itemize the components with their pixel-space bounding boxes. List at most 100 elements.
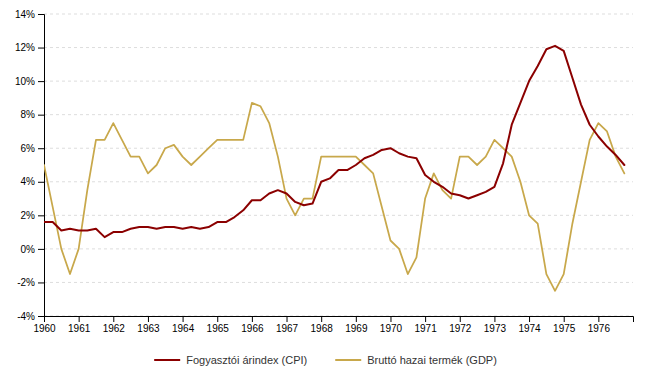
legend-label: Fogyasztói árindex (CPI) bbox=[186, 354, 307, 366]
y-tick-mark bbox=[38, 81, 44, 82]
y-tick-label: 0% bbox=[21, 244, 36, 255]
x-tick-mark bbox=[217, 316, 218, 322]
x-tick: 1970 bbox=[380, 316, 403, 334]
x-tick-label: 1965 bbox=[207, 323, 230, 334]
y-tick: 0% bbox=[21, 244, 44, 255]
x-tick-label: 1967 bbox=[276, 323, 299, 334]
x-tick-mark bbox=[356, 316, 357, 322]
x-axis: 1960 1961 1962 1963 1964 1965 1966 1967 1968 1969… bbox=[33, 316, 633, 334]
x-tick-mark bbox=[494, 316, 495, 322]
y-axis-line bbox=[38, 15, 45, 317]
x-tick-mark bbox=[183, 316, 184, 322]
y-tick-mark bbox=[38, 48, 44, 49]
grid-line bbox=[44, 148, 633, 149]
plot: -4%-2%0%2%4%6%8%10%12%14%196019611962196… bbox=[15, 9, 634, 334]
grid-line bbox=[44, 248, 633, 249]
x-tick: 1962 bbox=[103, 316, 126, 334]
x-tick: 1961 bbox=[68, 316, 91, 334]
y-tick-mark bbox=[38, 115, 44, 116]
y-tick-label: 8% bbox=[21, 109, 36, 120]
x-tick: 1963 bbox=[137, 316, 160, 334]
y-tick: 10% bbox=[15, 76, 44, 87]
y-tick-mark bbox=[38, 148, 44, 149]
legend-swatch bbox=[335, 359, 361, 361]
y-axis: -4% -2% 0% 2% 4% 6% 8% 10% 12% 14% bbox=[15, 9, 45, 322]
x-tick: 1966 bbox=[241, 316, 264, 334]
y-tick-label: 12% bbox=[15, 42, 35, 53]
y-tick-mark bbox=[38, 215, 44, 216]
x-tick-label: 1968 bbox=[311, 323, 334, 334]
legend-item: Fogyasztói árindex (CPI) bbox=[154, 354, 307, 366]
y-tick-label: 10% bbox=[15, 76, 35, 87]
y-tick: 2% bbox=[21, 210, 44, 221]
x-tick-label: 1962 bbox=[103, 323, 126, 334]
x-tick-mark bbox=[44, 316, 45, 322]
y-tick-label: 6% bbox=[21, 143, 36, 154]
y-tick: 6% bbox=[21, 143, 44, 154]
grid-line bbox=[44, 14, 633, 15]
grid-line bbox=[44, 81, 633, 82]
y-tick-label: 2% bbox=[21, 210, 36, 221]
y-tick-label: -2% bbox=[17, 277, 35, 288]
x-tick-mark bbox=[564, 316, 565, 322]
x-tick-mark bbox=[598, 316, 599, 322]
x-tick: 1960 bbox=[33, 316, 56, 334]
x-tick-label: 1966 bbox=[241, 323, 264, 334]
x-tick: 1975 bbox=[553, 316, 576, 334]
x-tick-mark bbox=[529, 316, 530, 322]
grid-line bbox=[44, 282, 633, 283]
x-tick: 1974 bbox=[518, 316, 541, 334]
x-tick: 1967 bbox=[276, 316, 299, 334]
grid-line bbox=[44, 47, 633, 48]
x-tick: 1969 bbox=[345, 316, 368, 334]
x-tick-mark bbox=[425, 316, 426, 322]
x-tick-label: 1972 bbox=[449, 323, 472, 334]
x-tick-mark bbox=[148, 316, 149, 322]
y-tick: 4% bbox=[21, 176, 44, 187]
x-tick-mark bbox=[252, 316, 253, 322]
x-tick-label: 1964 bbox=[172, 323, 195, 334]
grid-line bbox=[44, 181, 633, 182]
x-tick-mark bbox=[79, 316, 80, 322]
chart: -4%-2%0%2%4%6%8%10%12%14%196019611962196… bbox=[0, 0, 651, 378]
x-tick-label: 1963 bbox=[137, 323, 160, 334]
x-tick: 1964 bbox=[172, 316, 195, 334]
x-tick: 1973 bbox=[484, 316, 507, 334]
lines bbox=[44, 46, 624, 291]
y-tick: 12% bbox=[15, 42, 44, 53]
y-tick-label: 14% bbox=[15, 9, 35, 20]
y-tick: 14% bbox=[15, 9, 44, 20]
x-tick: 1972 bbox=[449, 316, 472, 334]
x-tick: 1965 bbox=[207, 316, 230, 334]
x-tick-label: 1976 bbox=[588, 323, 611, 334]
x-tick-mark bbox=[390, 316, 391, 322]
grid-line bbox=[44, 114, 633, 115]
series-line bbox=[44, 103, 624, 291]
x-tick-label: 1969 bbox=[345, 323, 368, 334]
y-tick: 8% bbox=[21, 109, 44, 120]
legend-swatch bbox=[154, 359, 180, 361]
y-tick-mark bbox=[38, 14, 44, 15]
x-tick-label: 1961 bbox=[68, 323, 91, 334]
y-tick-mark bbox=[38, 316, 44, 317]
x-tick-label: 1974 bbox=[518, 323, 541, 334]
x-tick-label: 1975 bbox=[553, 323, 576, 334]
x-tick: 1971 bbox=[414, 316, 437, 334]
legend: Fogyasztói árindex (CPI) Bruttó hazai ter… bbox=[154, 354, 497, 366]
y-tick-mark bbox=[38, 182, 44, 183]
legend-label: Bruttó hazai termék (GDP) bbox=[367, 354, 497, 366]
y-tick: -4% bbox=[17, 311, 44, 322]
y-tick: -2% bbox=[17, 277, 44, 288]
x-tick-label: 1970 bbox=[380, 323, 403, 334]
x-tick-label: 1971 bbox=[414, 323, 437, 334]
grid bbox=[44, 14, 633, 316]
legend-item: Bruttó hazai termék (GDP) bbox=[335, 354, 497, 366]
x-tick: 1976 bbox=[588, 316, 611, 334]
x-tick-label: 1973 bbox=[484, 323, 507, 334]
y-tick-label: 4% bbox=[21, 176, 36, 187]
x-tick-mark bbox=[460, 316, 461, 322]
x-tick-label: 1960 bbox=[33, 323, 56, 334]
x-tick: 1968 bbox=[311, 316, 334, 334]
y-tick-mark bbox=[38, 282, 44, 283]
x-tick-mark bbox=[113, 316, 114, 322]
